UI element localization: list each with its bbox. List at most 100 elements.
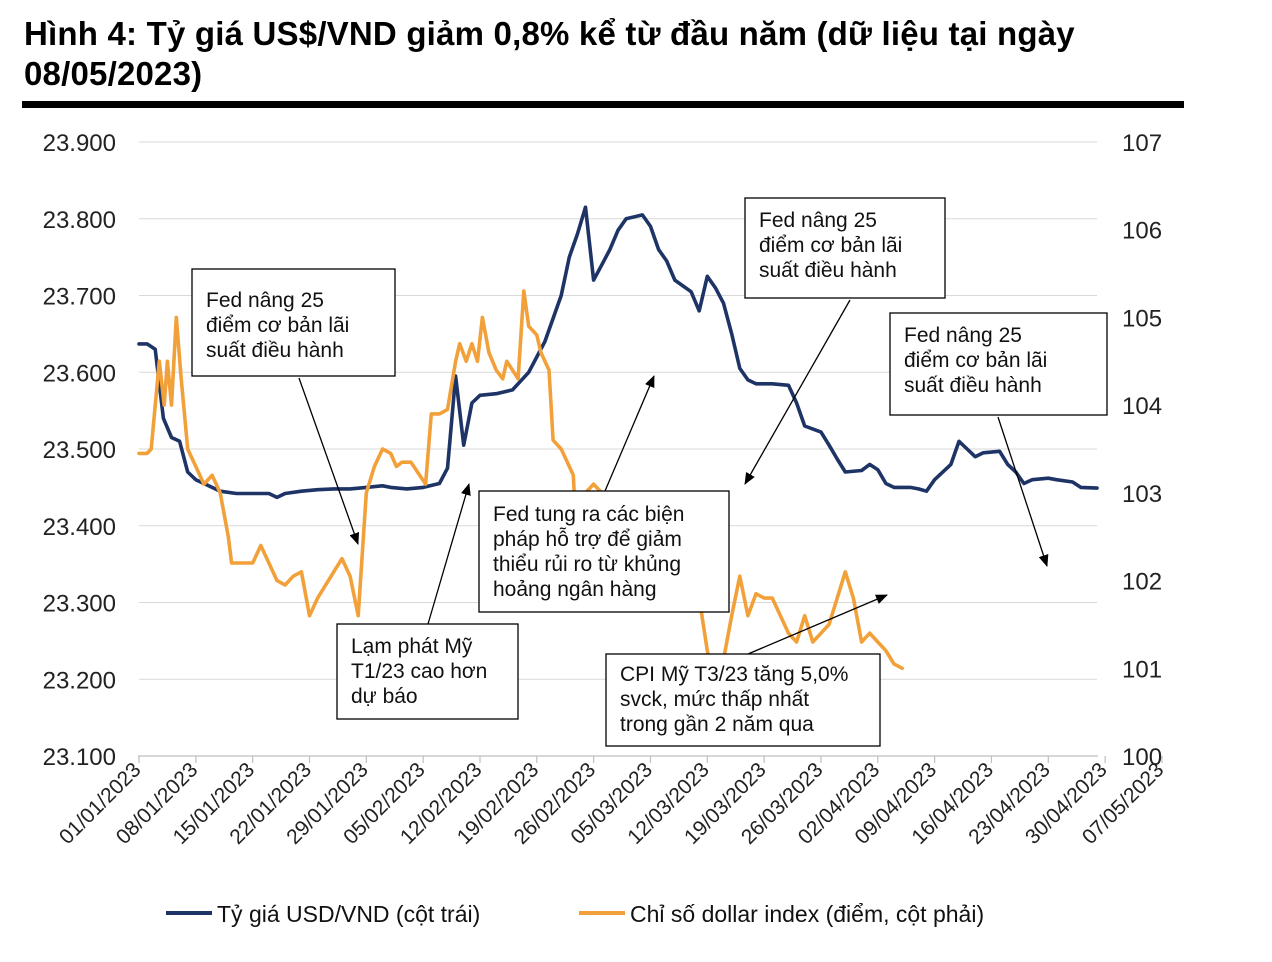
annotation-box: [605, 653, 881, 747]
left-tick-label: 23.700: [43, 284, 116, 311]
dxy-point: [332, 570, 336, 574]
usdvnd-point: [478, 393, 482, 397]
annotation-arrow: [744, 299, 851, 485]
annotation-box: [336, 623, 519, 720]
usdvnd-point: [714, 286, 717, 290]
dxy-point: [364, 491, 368, 495]
usdvnd-point: [527, 370, 531, 374]
usdvnd-point: [592, 278, 595, 282]
dxy-point: [170, 403, 173, 407]
annotation-arrow: [298, 377, 360, 545]
dxy-point: [795, 640, 798, 644]
left-tick-label: 23.200: [43, 667, 116, 694]
usdvnd-point: [316, 488, 319, 492]
right-axis: 100 101 102 103 104 105 106 107: [1122, 130, 1162, 771]
usdvnd-point: [738, 367, 742, 370]
usdvnd-point: [673, 278, 677, 282]
usdvnd-point: [145, 342, 149, 346]
left-tick-label: 23.600: [43, 360, 116, 387]
usdvnd-point: [251, 492, 255, 495]
dxy-point: [149, 447, 153, 451]
dxy-point: [174, 316, 178, 319]
usdvnd-point: [925, 489, 928, 493]
dxy-point: [446, 408, 449, 411]
dxy-point: [145, 452, 149, 455]
usdvnd-point: [803, 424, 807, 428]
series-group: [137, 205, 1099, 688]
dxy-point: [162, 403, 166, 407]
dxy-point: [267, 561, 271, 565]
usdvnd-point: [421, 486, 425, 489]
usdvnd-point: [608, 248, 612, 251]
usdvnd-point: [405, 487, 409, 491]
annotation-text: T1/23 cao hơn: [351, 660, 487, 683]
dxy-point: [868, 631, 872, 635]
usdvnd-point: [332, 487, 336, 491]
usdvnd-point: [843, 470, 847, 474]
usdvnd-point: [559, 294, 563, 297]
usdvnd-point: [446, 466, 449, 470]
usdvnd-point: [665, 259, 669, 263]
usdvnd-point: [892, 486, 896, 489]
usdvnd-point: [689, 290, 693, 294]
usdvnd-point: [998, 449, 1001, 453]
dxy-point: [811, 640, 815, 644]
dxy-point: [535, 333, 539, 337]
usdvnd-point: [178, 439, 182, 443]
usdvnd-point: [730, 332, 734, 336]
usdvnd-point: [1071, 480, 1074, 484]
dxy-point: [389, 452, 393, 455]
usdvnd-point: [1055, 478, 1058, 482]
left-tick-label: 23.900: [43, 130, 116, 157]
usdvnd-point: [965, 447, 969, 451]
usdvnd-point: [641, 213, 644, 217]
dxy-point: [210, 473, 214, 477]
annotation-text: suất điều hành: [759, 259, 897, 282]
usdvnd-point: [649, 225, 652, 228]
usdvnd-point: [957, 439, 961, 443]
dxy-point: [592, 482, 595, 486]
legend-label-dxy: Chỉ số dollar index (điểm, cột phải): [630, 901, 984, 927]
right-tick-label: 102: [1122, 569, 1162, 596]
annotation-text: dự báo: [351, 685, 418, 708]
legend-label-usdvnd: Tỷ giá USD/VND (cột trái): [217, 901, 480, 927]
dxy-point: [300, 570, 303, 574]
usdvnd-point: [275, 496, 279, 499]
dxy-point: [746, 614, 750, 618]
usdvnd-point: [137, 342, 141, 346]
usdvnd-point: [543, 340, 547, 343]
annotation-arrow: [427, 483, 471, 625]
usdvnd-point: [705, 274, 709, 278]
usdvnd-point: [770, 382, 774, 386]
usdvnd-point: [787, 383, 790, 387]
dxy-point: [316, 596, 319, 600]
series-line-dxy: [137, 289, 904, 688]
dxy-point: [157, 359, 161, 363]
dxy-point: [356, 614, 360, 618]
usdvnd-point: [1022, 482, 1026, 485]
dxy-point: [481, 316, 484, 319]
dxy-point: [186, 447, 190, 451]
usdvnd-point: [835, 457, 839, 461]
usdvnd-point: [917, 487, 920, 491]
dxy-point: [892, 662, 896, 666]
dxy-point: [194, 465, 198, 468]
dxy-point: [400, 460, 404, 464]
dxy-point: [464, 359, 468, 363]
annotation-box: [478, 490, 730, 613]
annotation-text: suất điều hành: [904, 374, 1042, 397]
dxy-point: [166, 359, 169, 363]
dxy-point: [567, 465, 571, 468]
usdvnd-point: [584, 205, 587, 209]
dxy-point: [511, 368, 514, 372]
dxy-point: [730, 614, 734, 618]
dxy-point: [235, 561, 238, 565]
usdvnd-point: [933, 478, 936, 482]
usdvnd-point: [162, 416, 165, 420]
dxy-point: [424, 482, 427, 486]
right-tick-label: 103: [1122, 481, 1162, 508]
usdvnd-point: [576, 232, 579, 236]
usdvnd-point: [235, 492, 238, 495]
dxy-point: [458, 342, 462, 346]
